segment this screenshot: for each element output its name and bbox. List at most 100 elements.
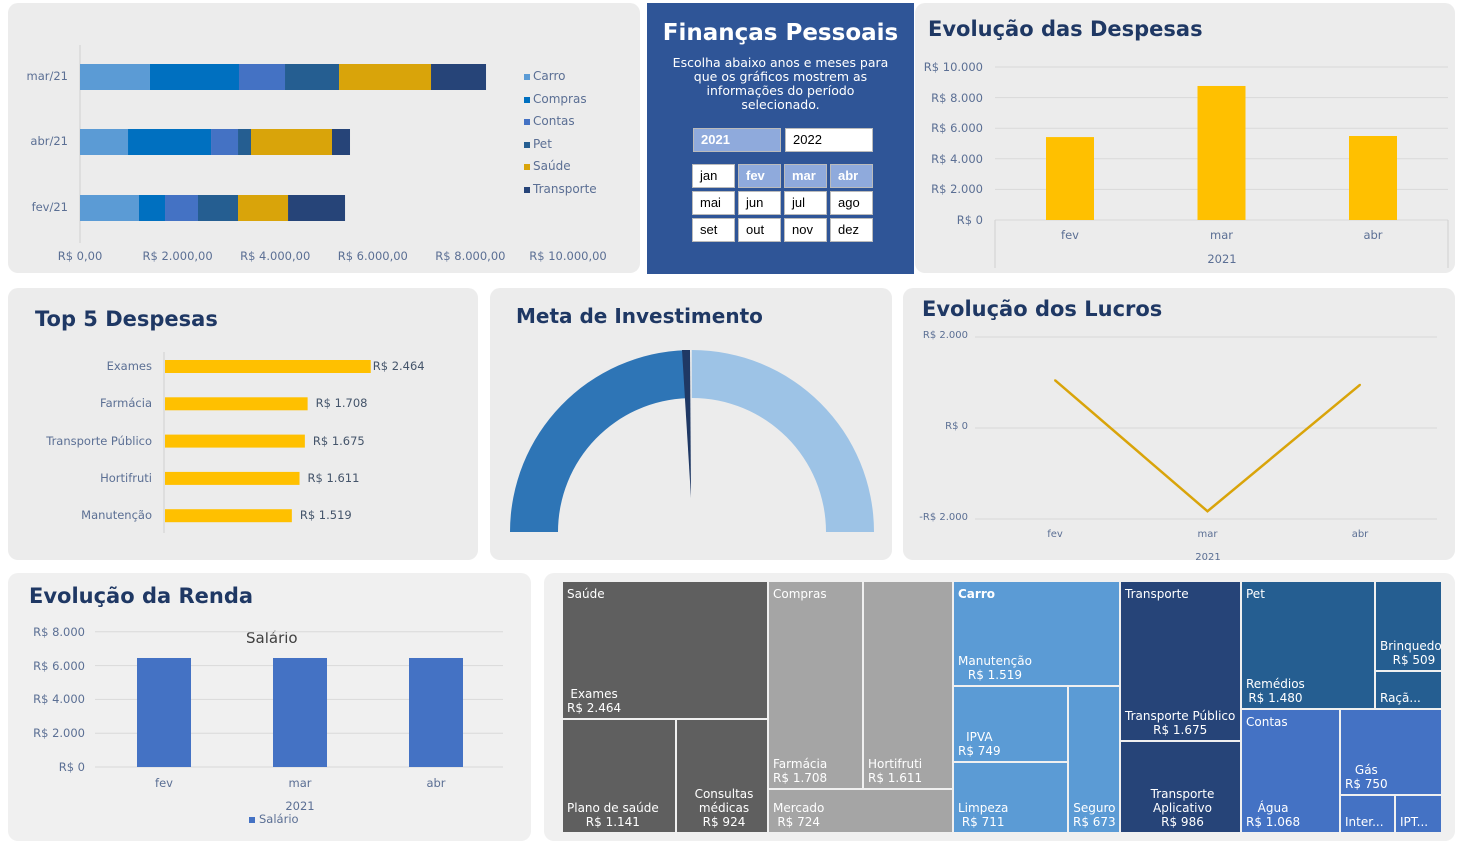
treemap-tile[interactable]: BrinquedosR$ 509 [1376,582,1441,670]
treemap-tile[interactable]: Limpeza R$ 711 [954,763,1067,832]
treemap-tile-text: Exames R$ 2.464 [567,687,621,715]
treemap-tile-label: Seguro [1073,801,1116,815]
treemap-tile[interactable]: IPVA R$ 749 [954,687,1067,761]
y-tick-label: R$ 10.000 [923,60,983,74]
x-tick-label: R$ 10.000,00 [529,249,607,263]
legend-swatch [524,164,530,170]
x-tick-label: abr [426,776,446,790]
treemap-tile[interactable]: Mercado R$ 724 [769,790,952,832]
bar-segment-contas [238,64,286,90]
y-tick-label: R$ 0 [956,213,983,227]
treemap-tile-label: IPT... [1400,815,1429,829]
treemap-tile[interactable]: Seguro R$ 673 [1069,687,1119,832]
treemap-tile-value: R$ 1.675 [1153,723,1208,737]
treemap-tile-label: Transporte Aplicativo [1150,787,1215,815]
month-button-mar[interactable]: mar [784,164,827,188]
treemap-tile-label: Manutenção [958,654,1032,668]
treemap-tile-text: Seguro R$ 673 [1073,801,1116,829]
month-button-jan[interactable]: jan [692,164,735,188]
month-button-fev[interactable]: fev [738,164,781,188]
x-tick-label: abr [1351,529,1369,540]
x-tick-label: mar [1210,228,1233,242]
treemap-tile[interactable]: Transporte Aplicativo R$ 986 [1121,742,1240,832]
treemap-tile-text: Plano de saúde R$ 1.141 [567,801,659,829]
treemap-tile[interactable]: IPT... [1396,796,1441,832]
month-button-jun[interactable]: jun [738,191,781,215]
y-tick-label: R$ 8.000 [931,90,983,105]
x-tick-label: mar [1197,529,1218,540]
gauge-remaining-arc [691,350,874,532]
legend-item: Contas [524,114,575,128]
x-tick-label: fev [1061,228,1079,242]
dashboard-subtitle: Escolha abaixo anos e meses para que os … [672,55,889,112]
bar-segment-pet [197,195,239,221]
x-tick-label: R$ 6.000,00 [337,249,408,263]
x-tick-label: abr [1363,228,1383,242]
profit-point-mar [1206,510,1209,513]
treemap-tile-text: Água R$ 1.068 [1246,801,1300,829]
treemap-tile-label: Consultas médicas [694,787,754,815]
treemap-tile[interactable]: Saúde Exames R$ 2.464 [563,582,767,718]
treemap-tile-text: Transporte Público R$ 1.675 [1125,709,1235,737]
treemap-tile-value: R$ 1.068 [1246,815,1301,829]
bar-segment-pet [238,129,251,155]
treemap-tile-text: Raçã... [1380,691,1421,705]
month-button-mai[interactable]: mai [692,191,735,215]
bar-Transporte Público [165,434,305,448]
month-button-set[interactable]: set [692,218,735,242]
treemap-tile-label: Transporte Público [1125,709,1236,723]
month-button-abr[interactable]: abr [830,164,873,188]
category-label: mar/21 [26,69,69,83]
treemap-tile[interactable]: Compras Farmácia R$ 1.708 [769,582,862,788]
data-label: R$ 1.519 [299,508,352,523]
legend-label: Saúde [533,159,571,173]
month-button-dez[interactable]: dez [830,218,873,242]
y-tick-label: R$ 0 [945,421,968,432]
year-button-2021[interactable]: 2021 [693,128,781,152]
treemap-group-label: Saúde [567,587,605,601]
x-tick-label: fev [155,776,173,790]
treemap-tile[interactable]: Carro Manutenção R$ 1.519 [954,582,1119,685]
month-button-ago[interactable]: ago [830,191,873,215]
y-tick-label: R$ 2.000 [33,726,85,741]
year-button-2022[interactable]: 2022 [785,128,873,152]
data-label: R$ 1.708 [315,396,368,411]
bar-segment-compras [128,129,212,155]
treemap-tile[interactable]: Inter... [1341,796,1394,832]
x-tick-label: mar [288,776,312,790]
data-label: R$ 2.464 [372,359,425,373]
bar-segment-carro [80,64,150,90]
y-tick-label: R$ 6.000 [33,658,85,673]
treemap-tile[interactable]: Consultas médicas R$ 924 [677,720,767,832]
legend-label: Salário [259,812,299,826]
treemap-tile[interactable]: Hortifruti R$ 1.611 [864,582,952,788]
treemap-tile[interactable]: Plano de saúde R$ 1.141 [563,720,675,832]
treemap-tile-text: Remédios R$ 1.480 [1246,677,1305,705]
bar-fev [1046,137,1094,220]
legend-swatch [524,96,530,103]
bar-segment-transporte [288,195,346,221]
treemap-group-label: Contas [1246,715,1288,729]
treemap-tile[interactable]: Contas Água R$ 1.068 [1242,710,1339,832]
dashboard-title: Finanças Pessoais [662,20,899,46]
legend-item: Transporte [524,182,597,196]
month-button-jul[interactable]: jul [784,191,827,215]
treemap-tile[interactable]: Gás R$ 750 [1341,710,1441,794]
treemap-tile-value: R$ 986 [1161,815,1204,829]
month-button-out[interactable]: out [738,218,781,242]
income-evolution-panel: Evolução da Renda Salário [8,573,531,841]
treemap-tile-text: Inter... [1345,815,1384,829]
category-label: Transporte Público [46,433,152,448]
month-button-nov[interactable]: nov [784,218,827,242]
treemap-tile[interactable]: Transporte Transporte Público R$ 1.675 [1121,582,1240,740]
treemap-group-label: Carro [958,587,995,601]
treemap-tile[interactable]: Pet Remédios R$ 1.480 [1242,582,1374,708]
treemap-group-label: Compras [773,587,827,601]
bar-abr [409,657,463,767]
treemap-tile-text: Consultas médicas R$ 924 [681,787,767,829]
category-label: Hortifruti [100,470,152,485]
treemap-tile[interactable]: Raçã... [1376,672,1441,708]
bar-Farmácia [165,397,308,411]
data-label: R$ 1.675 [312,433,365,448]
legend-label: Contas [533,114,575,128]
